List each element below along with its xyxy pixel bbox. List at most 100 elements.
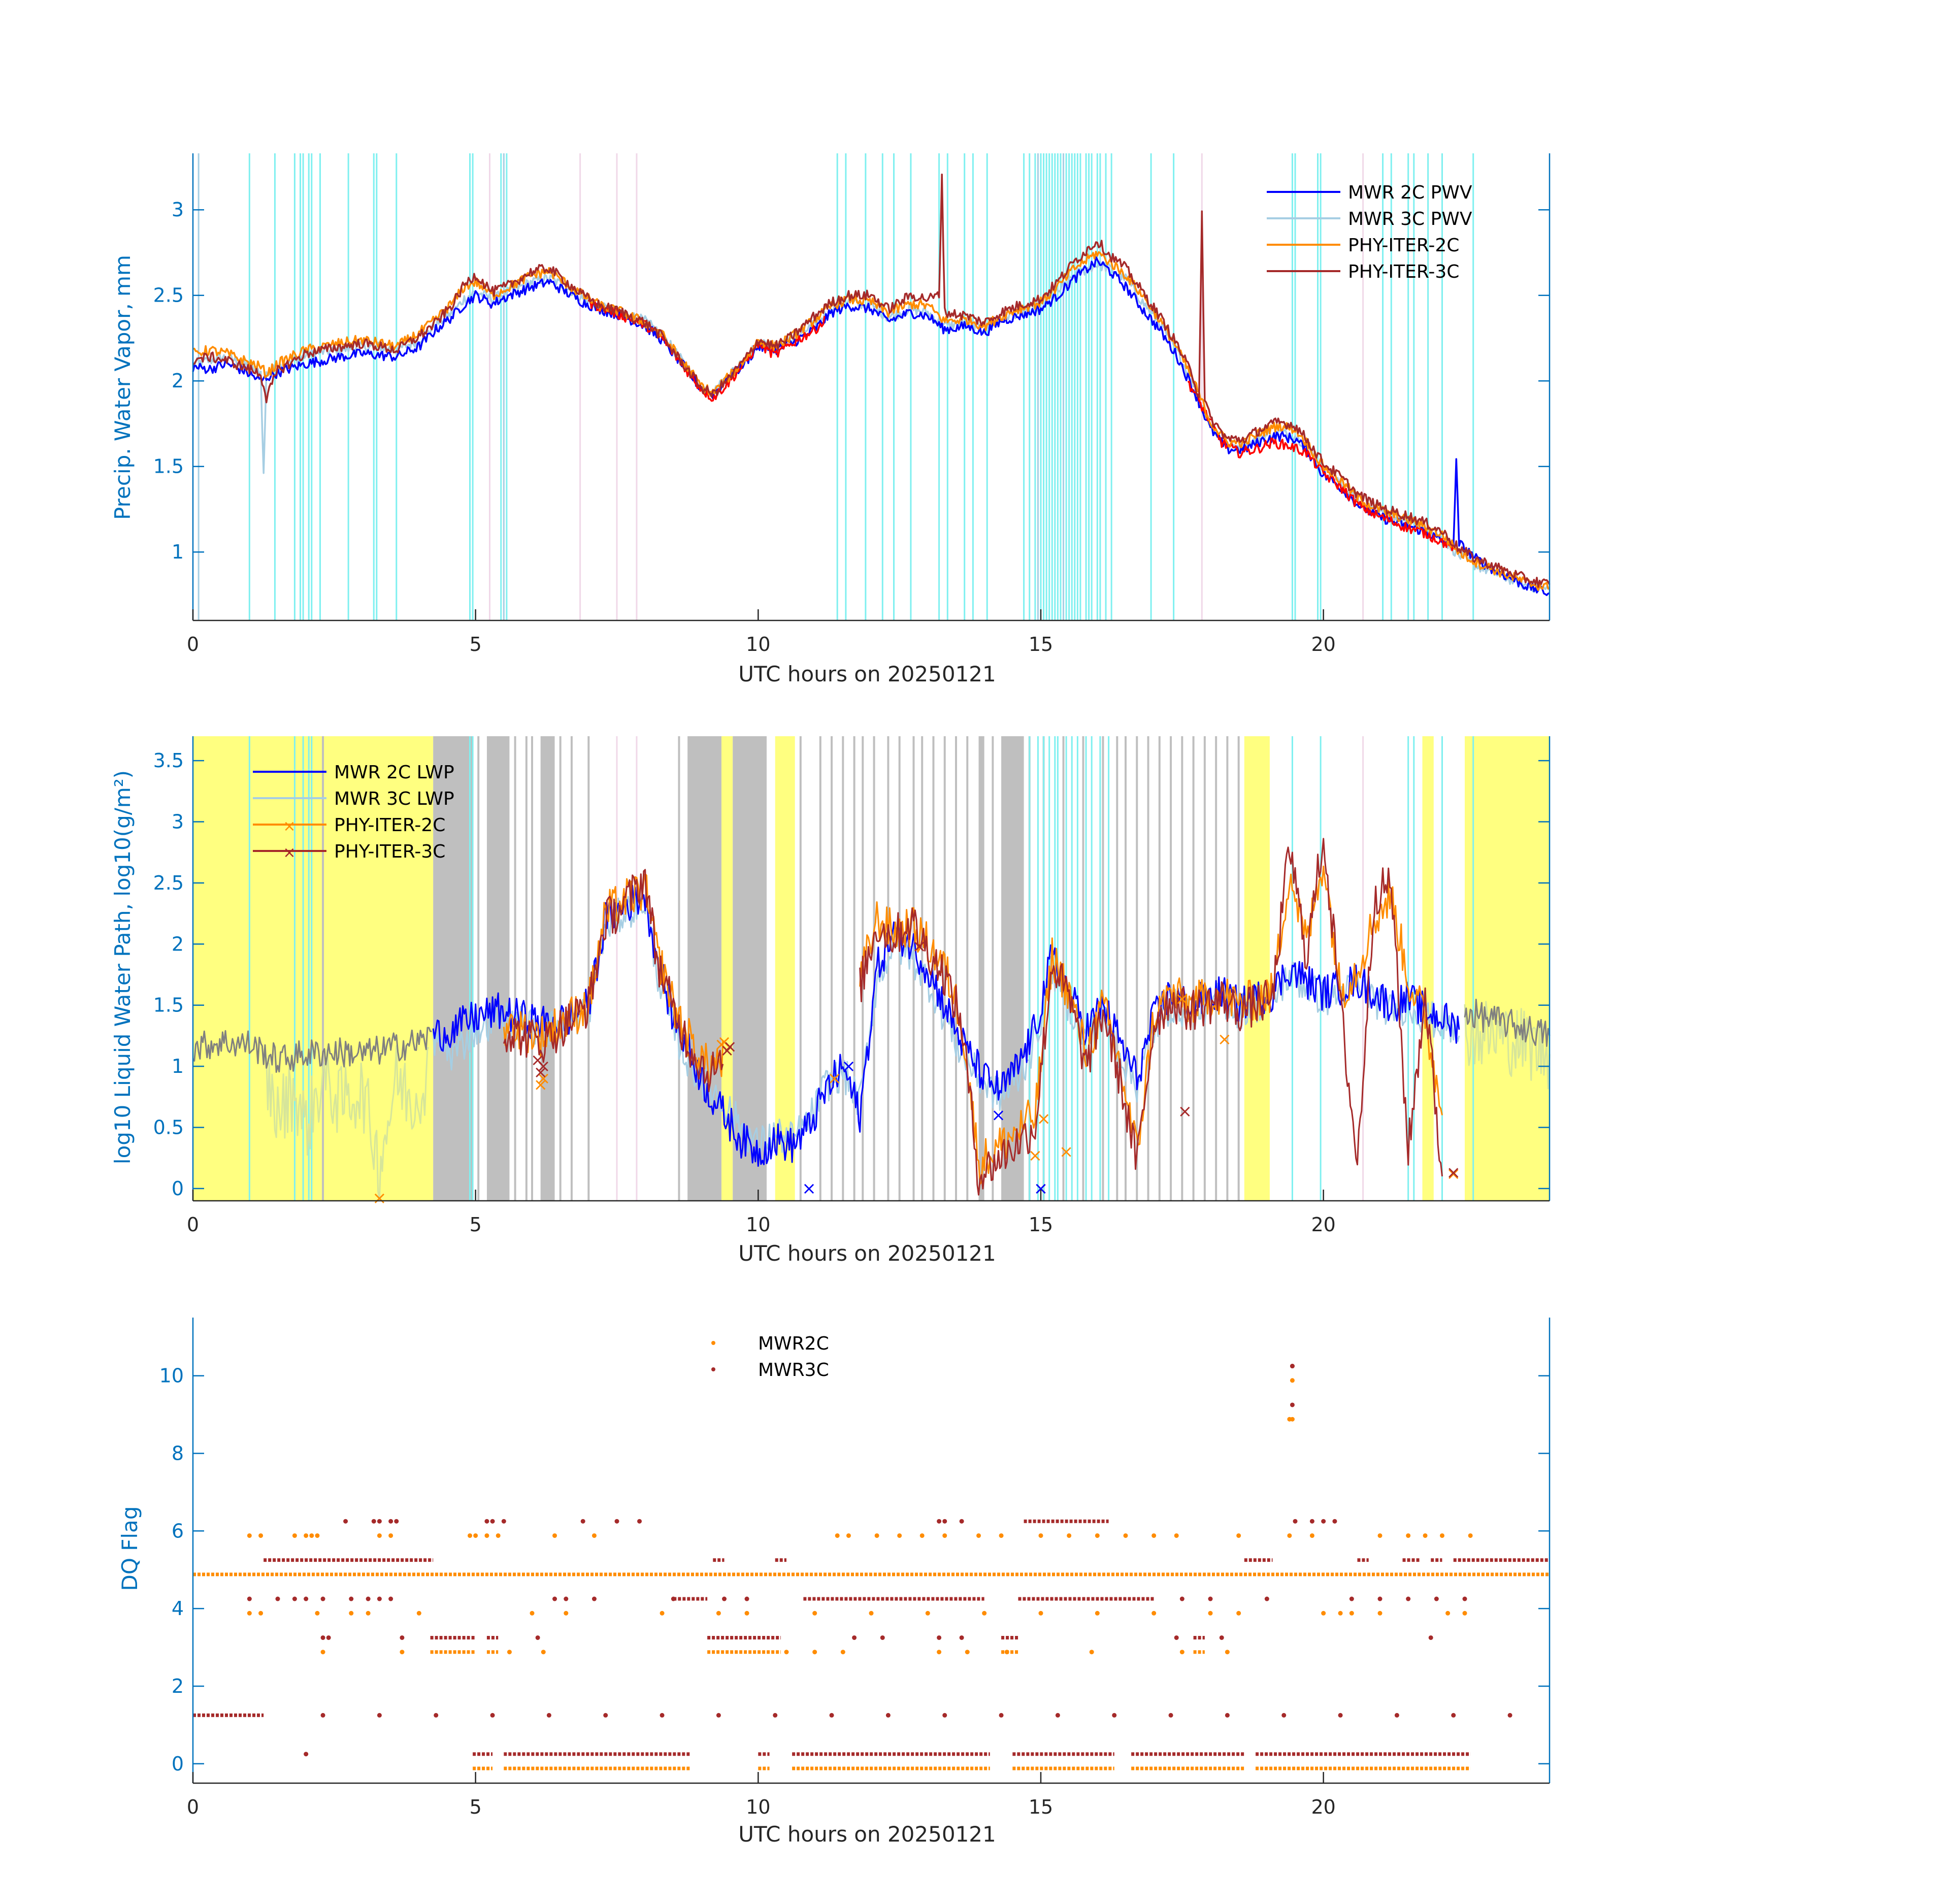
pwv-series-lines xyxy=(192,173,1551,596)
dq-point-mwr2c-64 xyxy=(507,1650,512,1655)
lwp-legend: MWR 2C LWP MWR 3C LWP × PHY-ITER-2C × PH… xyxy=(253,762,454,862)
lwp-marker-0-1: × xyxy=(533,1074,548,1095)
lwp-legend-marker-phy3c: × xyxy=(283,844,295,862)
dq-point-mwr2c-38 xyxy=(315,1611,320,1616)
dq-point-mwr3c-53 xyxy=(320,1713,325,1718)
dq-point-mwr2c-40 xyxy=(366,1611,371,1616)
dq-point-mwr3c-50 xyxy=(1434,1596,1439,1601)
lwp-axes: 0 5 10 15 20 0 0.5 1 1.5 2 2.5 3 3.5 xyxy=(153,736,1551,1236)
lwp-marker-0-2: × xyxy=(536,1068,551,1089)
lwp-x-tick-label-0: 0 xyxy=(187,1213,199,1236)
dq-point-mwr2c-76 xyxy=(1290,1378,1295,1383)
dq-x-axis-label: UTC hours on 20250121 xyxy=(738,1822,996,1847)
dq-point-mwr3c-28 xyxy=(1428,1635,1433,1640)
dq-point-mwr2c-13 xyxy=(591,1533,597,1538)
dq-point-mwr3c-60 xyxy=(716,1713,721,1718)
pwv-line-phy2c xyxy=(192,250,1550,592)
dq-point-mwr3c-45 xyxy=(1208,1596,1213,1601)
dq-point-mwr3c-21 xyxy=(535,1635,540,1640)
dq-point-mwr3c-76 xyxy=(1290,1364,1295,1369)
lwp-marker-0-5: × xyxy=(827,1068,842,1089)
dq-point-mwr3c-63 xyxy=(885,1713,891,1718)
lwp-line-gray-background xyxy=(192,999,1551,1073)
lwp-gray-band-2 xyxy=(540,736,555,1201)
lwp-yellow-band-1 xyxy=(721,736,733,1201)
lwp-marker-1-2: × xyxy=(536,1056,551,1076)
dq-point-mwr3c-15 xyxy=(1309,1519,1314,1524)
dq-x-tick-label-1: 5 xyxy=(470,1796,482,1818)
dq-point-mwr2c-9 xyxy=(473,1533,478,1538)
dq-point-mwr2c-46 xyxy=(744,1611,749,1616)
lwp-marker-0-9: × xyxy=(1175,989,1190,1009)
pwv-x-tick-label-1: 5 xyxy=(470,633,482,655)
dq-point-mwr3c-62 xyxy=(829,1713,834,1718)
lwp-marker-0-8: × xyxy=(1059,1142,1074,1162)
dq-point-mwr2c-1 xyxy=(258,1533,264,1538)
lwp-x-tick-label-1: 5 xyxy=(470,1213,482,1236)
dq-point-mwr3c-44 xyxy=(1179,1596,1184,1601)
dq-point-mwr2c-29 xyxy=(1287,1533,1292,1538)
dq-point-mwr2c-67 xyxy=(812,1650,817,1655)
dq-point-mwr3c-57 xyxy=(546,1713,551,1718)
dq-y-tick-label-3: 6 xyxy=(172,1520,184,1542)
dq-point-mwr3c-49 xyxy=(1406,1596,1411,1601)
dq-point-mwr3c-4 xyxy=(394,1519,399,1524)
dq-point-mwr3c-52 xyxy=(304,1752,309,1757)
dq-point-mwr3c-42 xyxy=(722,1596,727,1601)
pwv-line-mwr2c xyxy=(192,256,1550,596)
lwp-flag-bands xyxy=(193,736,1550,1201)
dq-point-mwr3c-17 xyxy=(1321,1519,1326,1524)
lwp-marker-1-0: × xyxy=(531,1050,545,1070)
pwv-legend-mwr2c: MWR 2C PWV xyxy=(1348,182,1472,203)
lwp-marker-2-1: × xyxy=(841,1056,856,1076)
dq-point-mwr2c-45 xyxy=(716,1611,721,1616)
lwp-marker-1-5: × xyxy=(912,936,927,957)
dq-point-mwr3c-26 xyxy=(1174,1635,1179,1640)
dq-point-mwr3c-19 xyxy=(326,1635,331,1640)
dq-y-axis-label: DQ Flag xyxy=(117,1506,142,1591)
dq-y-tick-label-5: 10 xyxy=(159,1365,184,1387)
dq-point-mwr3c-41 xyxy=(671,1596,676,1601)
dq-panel: 0 5 10 15 20 0 2 4 6 8 10 UTC hours on 20250121 DQ… xyxy=(117,1318,1551,1847)
dq-point-mwr3c-22 xyxy=(852,1635,857,1640)
lwp-marker-0-4: × xyxy=(717,1032,732,1052)
dq-point-mwr3c-37 xyxy=(388,1596,393,1601)
dq-point-mwr3c-73 xyxy=(1451,1713,1456,1718)
lwp-marker-2-2: × xyxy=(991,1105,1006,1125)
pwv-y-tick-label-3: 2.5 xyxy=(153,284,184,307)
dq-point-mwr2c-71 xyxy=(1004,1650,1009,1655)
lwp-panel: ××××××××××××××××××××××××× 0 5 10 15 20 0 0.5 1 1… xyxy=(110,736,1551,1266)
lwp-y-tick-label-5: 2.5 xyxy=(153,872,184,894)
dq-point-mwr3c-20 xyxy=(400,1635,405,1640)
dq-point-mwr3c-59 xyxy=(660,1713,665,1718)
lwp-marker-0-7: × xyxy=(1036,1109,1051,1129)
pwv-y-tick-label-4: 3 xyxy=(172,199,184,221)
lwp-legend-mwr3c: MWR 3C LWP xyxy=(334,789,454,809)
dq-point-mwr3c-12 xyxy=(942,1519,947,1524)
dq-point-mwr2c-68 xyxy=(840,1650,845,1655)
dq-legend: MWR2C MWR3C xyxy=(711,1333,829,1381)
dq-point-mwr3c-71 xyxy=(1338,1713,1343,1718)
dq-point-mwr3c-3 xyxy=(388,1519,393,1524)
dq-point-mwr2c-33 xyxy=(1423,1533,1428,1538)
lwp-markers: ××××××××××××××××××××××××× xyxy=(372,936,1461,1208)
dq-y-tick-label-2: 4 xyxy=(172,1597,184,1620)
dq-point-mwr2c-14 xyxy=(835,1533,840,1538)
dq-point-mwr2c-21 xyxy=(999,1533,1004,1538)
lwp-marker-0-3: × xyxy=(714,1034,729,1055)
dq-legend-marker-mwr2c xyxy=(711,1341,715,1345)
dq-point-mwr3c-70 xyxy=(1281,1713,1287,1718)
dq-point-mwr2c-27 xyxy=(1174,1533,1179,1538)
dq-point-mwr3c-18 xyxy=(320,1635,325,1640)
dq-point-mwr3c-47 xyxy=(1349,1596,1354,1601)
dq-point-mwr3c-32 xyxy=(304,1596,309,1601)
dq-x-tick-label-2: 10 xyxy=(746,1796,770,1818)
pwv-legend: MWR 2C PWV MWR 3C PWV PHY-ITER-2C PHY-IT… xyxy=(1267,182,1472,282)
dq-point-mwr2c-30 xyxy=(1309,1533,1314,1538)
lwp-marker-1-7: × xyxy=(1178,1101,1193,1122)
dq-point-mwr2c-77 xyxy=(1290,1417,1295,1422)
dq-point-mwr2c-7 xyxy=(388,1533,393,1538)
pwv-axes: 0 5 10 15 20 1 1.5 2 2.5 3 xyxy=(153,153,1551,655)
